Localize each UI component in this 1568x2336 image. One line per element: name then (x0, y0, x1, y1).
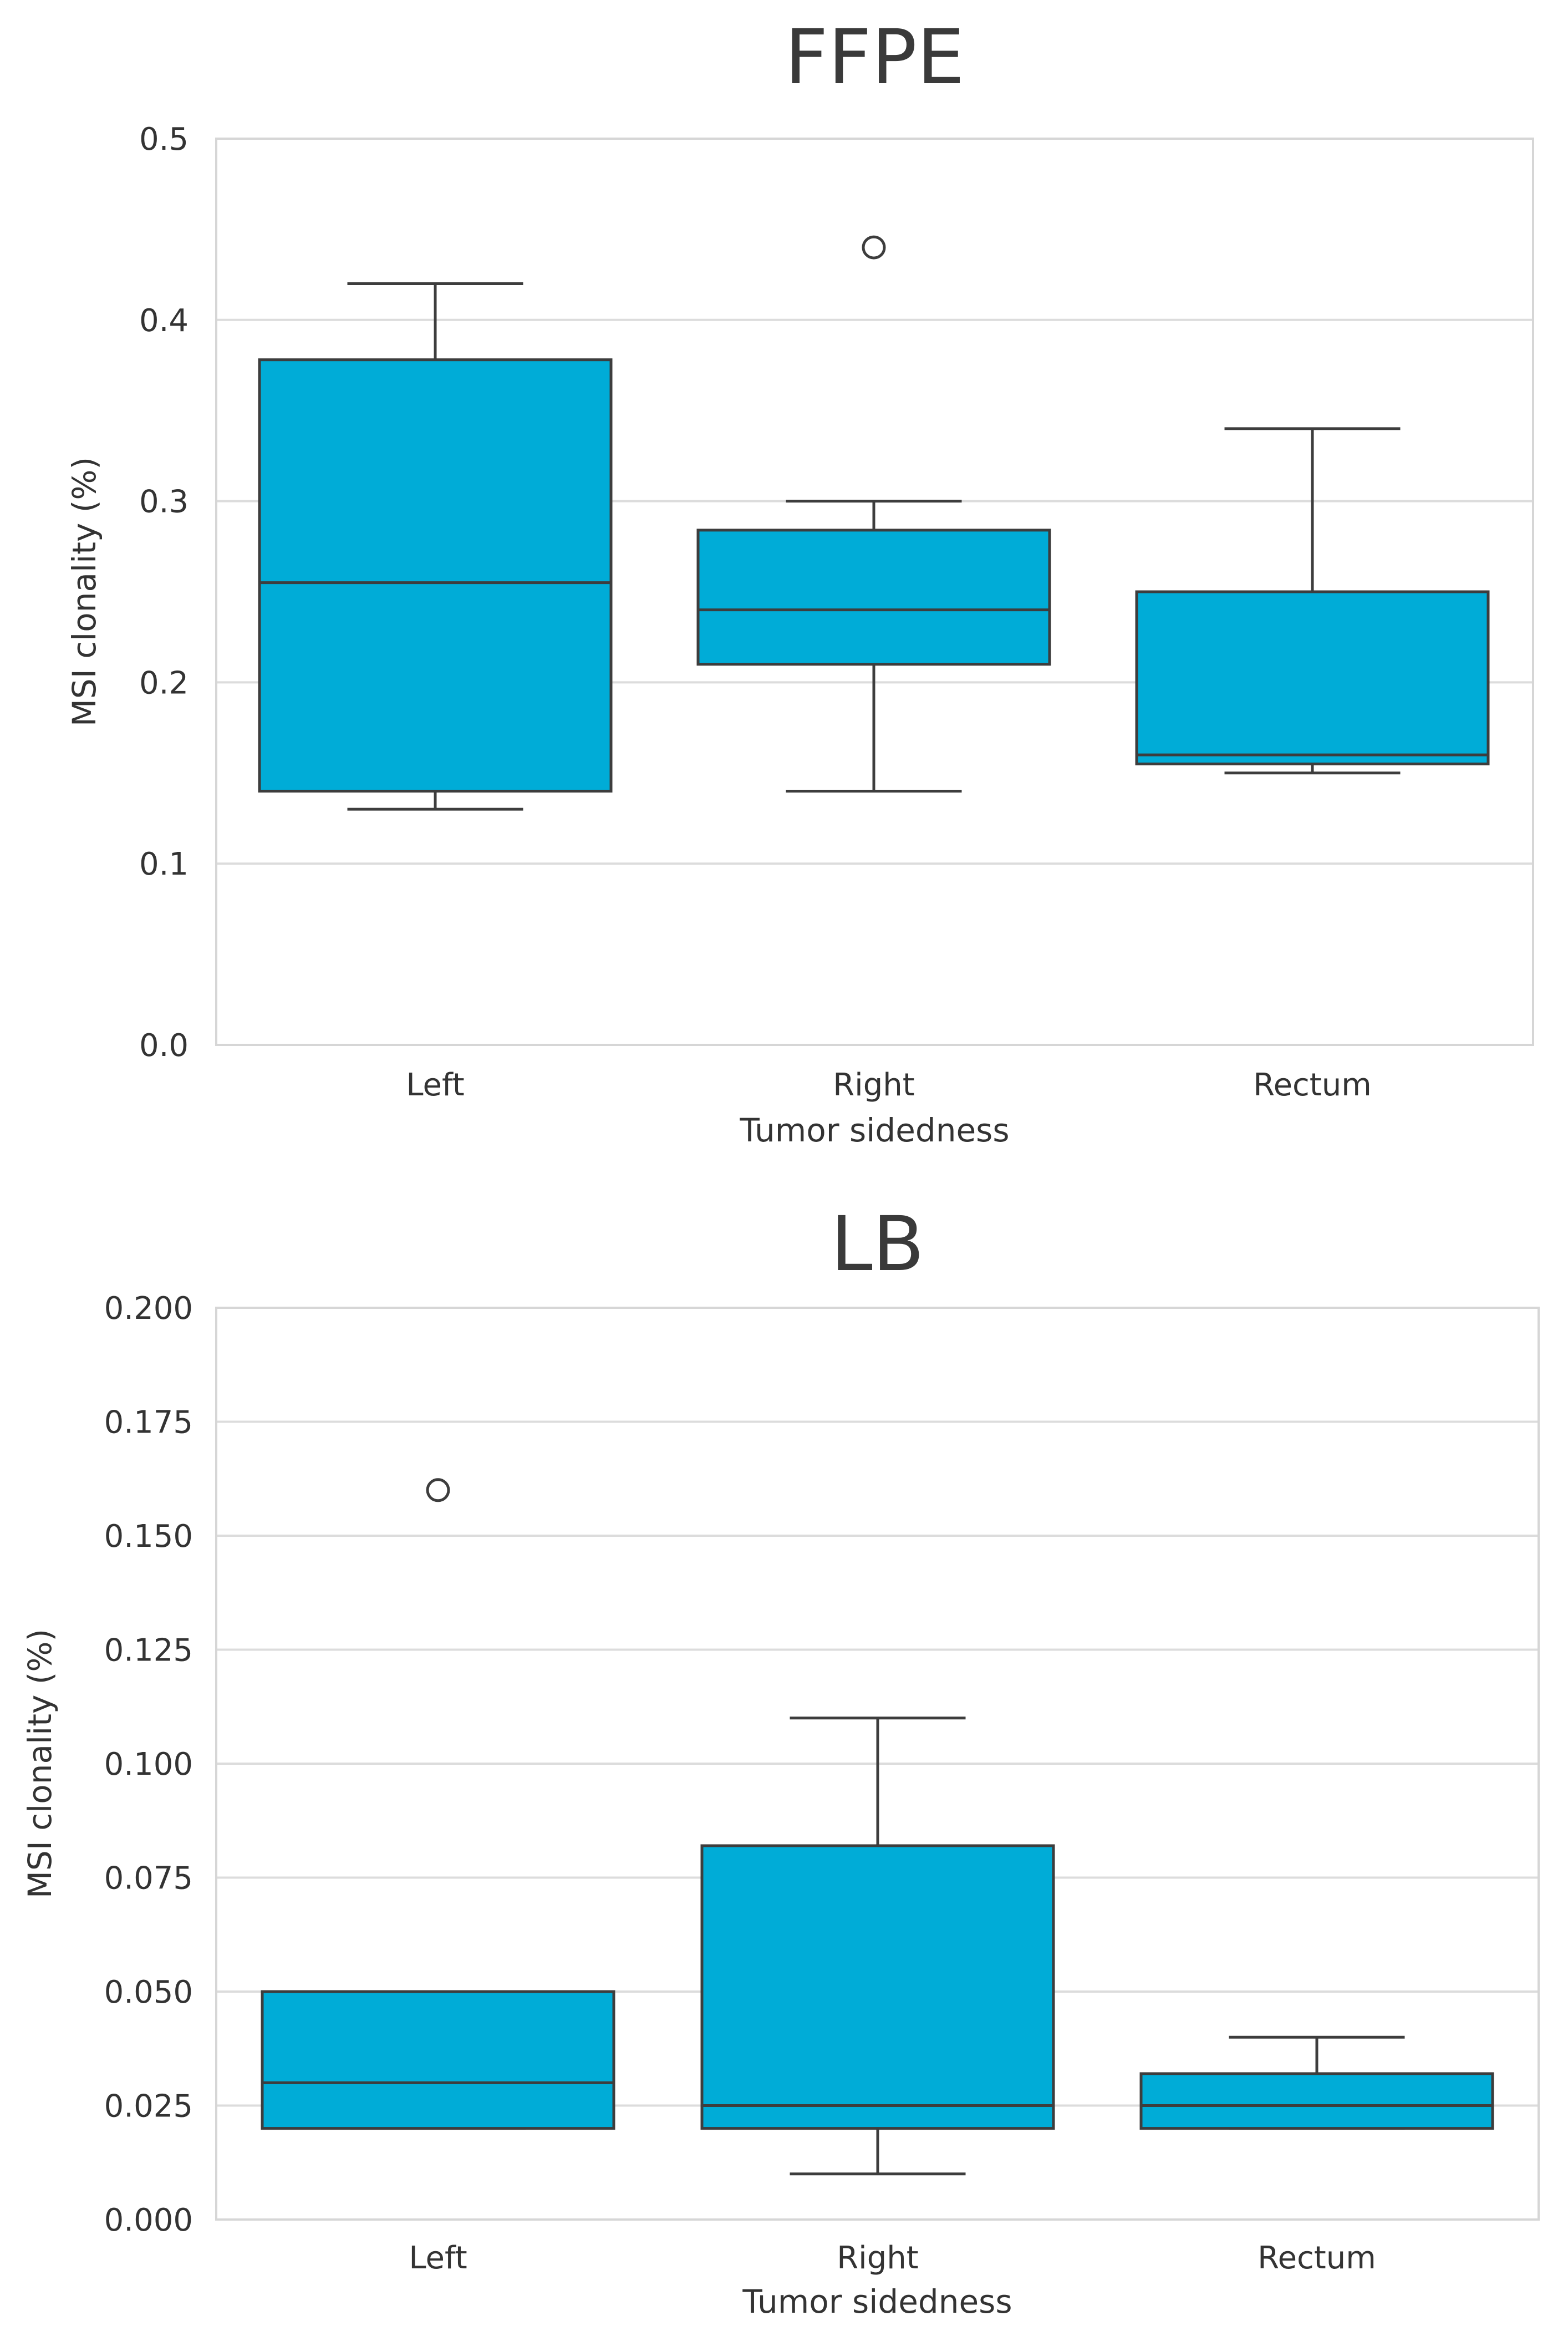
panel-2-y-tick-label: 0.075 (104, 1861, 193, 1897)
panel-2-x-axis-label: Tumor sidedness (742, 2283, 1012, 2320)
panel-1-x-tick-label: Rectum (1253, 1067, 1372, 1103)
panel-1-box-left (258, 282, 613, 811)
panel-1-x-tick-label: Left (406, 1067, 464, 1103)
panel-2-box-rectum (1139, 2035, 1494, 2130)
panel-1-plot-frame (215, 138, 1534, 1046)
panel-2-y-tick-label: 0.050 (104, 1974, 193, 2010)
panel-2-y-tick-label: 0.150 (104, 1519, 193, 1555)
panel-1-title: FFPE (785, 14, 964, 101)
panel-2-y-tick-label: 0.000 (104, 2202, 193, 2238)
panel-2-y-tick-label: 0.025 (104, 2089, 193, 2125)
panel-1-y-tick-label: 0.1 (139, 846, 189, 882)
panel-2-box-left (261, 1478, 615, 2130)
panel-1-y-tick-label: 0.3 (139, 484, 189, 520)
iqr-box (1139, 2072, 1494, 2130)
panel-2-title: LB (831, 1201, 924, 1288)
panel-2: 0.000 0.025 0.050 0.075 0.100 0.125 0.150 0.175… (21, 1201, 1540, 2320)
iqr-box (258, 358, 613, 793)
panel-1-y-tick-label: 0.2 (139, 665, 189, 701)
panel-2-y-axis-label: MSI clonality (%) (21, 1629, 59, 1898)
panel-2-y-tick-label: 0.100 (104, 1746, 193, 1783)
panel-1-box-rectum (1135, 427, 1490, 775)
panel-2-box-right (700, 1717, 1055, 2176)
panel-2-x-tick-label: Left (409, 2240, 467, 2276)
panel-1-y-tick-label: 0.4 (139, 303, 189, 339)
panel-1-y-axis-label: MSI clonality (%) (65, 457, 103, 727)
panel-2-x-tick-label: Right (837, 2240, 918, 2276)
panel-1: 0.0 0.1 0.2 0.3 0.4 0.5 Left Right Rectum FFPE Tum… (65, 14, 1534, 1149)
outlier-point (426, 1478, 450, 1502)
iqr-box (700, 1844, 1055, 2130)
panel-2-plot-frame (215, 1307, 1540, 2221)
iqr-box (1135, 590, 1490, 765)
panel-1-x-tick-label: Right (833, 1067, 914, 1103)
panel-2-x-tick-label: Rectum (1258, 2240, 1376, 2276)
panel-2-y-tick-label: 0.200 (104, 1291, 193, 1327)
iqr-box (696, 529, 1051, 666)
panel-2-y-tick-label: 0.175 (104, 1405, 193, 1441)
panel-2-y-tick-label: 0.125 (104, 1633, 193, 1669)
panel-1-box-right (696, 235, 1051, 793)
panel-1-y-tick-label: 0.0 (139, 1028, 189, 1064)
panel-1-y-tick-label: 0.5 (139, 121, 189, 158)
outlier-point (862, 235, 886, 260)
iqr-box (261, 1990, 615, 2130)
panel-1-x-axis-label: Tumor sidedness (739, 1111, 1009, 1149)
